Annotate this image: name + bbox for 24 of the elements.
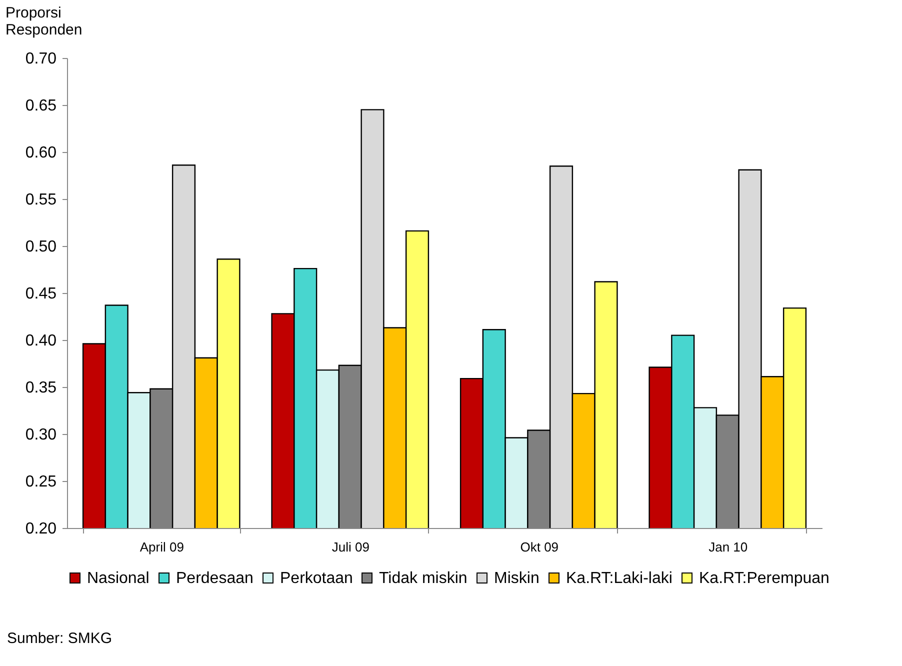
y-axis-title: Proporsi Responden [6,4,82,38]
y-tick-label: 0.50 [25,238,57,256]
y-tick-label: 0.30 [25,426,57,444]
y-tick-label: 0.55 [25,192,57,208]
legend-label: Perdesaan [176,570,254,587]
legend-label: Miskin [494,570,540,587]
y-tick-label: 0.20 [25,520,57,538]
legend-label: Ka.RT:Perempuan [699,570,830,587]
y-tick-label: 0.65 [25,98,57,114]
x-tick-label: April 09 [140,540,184,554]
x-tick-label: Jan 10 [708,540,748,554]
y-tick-label: 0.25 [25,474,57,490]
legend-label: Perkotaan [280,570,353,587]
x-tick-label: Juli 09 [332,540,370,554]
legend-label: Tidak miskin [379,570,468,587]
x-tick-label: Okt 09 [520,540,559,554]
text: Sumber: SMKG [7,630,112,647]
y-tick-label: 0.70 [25,50,57,68]
legend-label: Nasional [87,570,150,587]
y-tick-label: 0.35 [25,380,57,396]
y-tick-label: 0.45 [25,286,57,302]
y-tick-label: 0.60 [25,144,57,162]
y-tick-label: 0.40 [25,332,57,350]
legend-label: Ka.RT:Laki-laki [566,570,672,587]
